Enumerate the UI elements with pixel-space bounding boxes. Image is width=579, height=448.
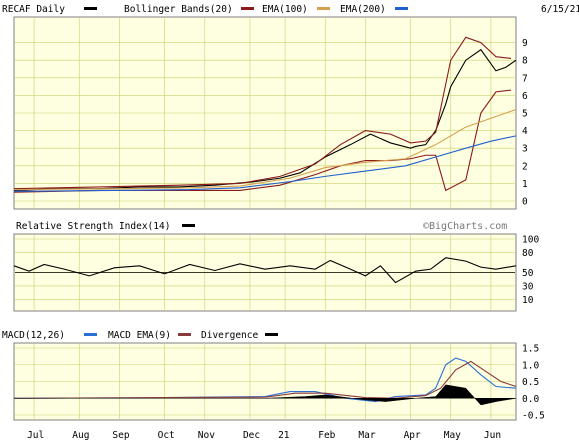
divergence-area <box>14 384 517 406</box>
chart-date: 6/15/21 <box>541 4 579 15</box>
y-tick-label: 1.5 <box>522 344 539 355</box>
x-tick-label: Feb <box>318 430 335 441</box>
x-tick-label: Sep <box>112 430 129 441</box>
x-tick-label: Jun <box>484 430 501 441</box>
macd-y-ticks: 1.5 1.0 0.5 0.0 -0.5 <box>522 344 545 422</box>
recaf-daily-line <box>13 48 517 191</box>
ema200-label: EMA(200) <box>340 4 386 15</box>
price-legend-swatch <box>84 7 97 10</box>
y-tick-label: 50 <box>522 268 534 279</box>
macd-ema-title: MACD EMA(9) <box>108 330 171 341</box>
y-tick-label: 5 <box>522 109 528 120</box>
macd-ema-9-line <box>13 360 517 399</box>
x-tick-label: Dec <box>243 430 260 441</box>
macd-series-group <box>13 357 517 406</box>
macd-12-26-line <box>13 357 517 403</box>
y-tick-label: 80 <box>522 248 534 259</box>
ema200-legend-swatch <box>395 7 408 10</box>
y-tick-label: 0 <box>522 197 528 208</box>
ema-100-line <box>13 108 517 191</box>
y-tick-label: 4 <box>522 126 528 137</box>
price-y-ticks: 0 1 2 3 4 5 6 7 8 9 <box>522 38 528 207</box>
y-tick-label: 8 <box>522 56 528 67</box>
rsi-y-ticks: 100 80 50 30 10 <box>522 235 539 306</box>
x-tick-label: Mar <box>358 430 375 441</box>
y-tick-label: 3 <box>522 144 528 155</box>
macd-legend-swatch <box>84 333 97 336</box>
y-tick-label: 2 <box>522 161 528 172</box>
rsi-title: Relative Strength Index(14) <box>16 221 170 232</box>
ema100-legend-swatch <box>317 7 330 10</box>
y-tick-label: 1.0 <box>522 360 539 371</box>
x-tick-label: Aug <box>72 430 89 441</box>
bollinger-legend-swatch <box>241 7 254 10</box>
rsi-legend-swatch <box>182 224 195 227</box>
y-tick-label: 100 <box>522 235 539 246</box>
x-tick-label: Nov <box>198 430 215 441</box>
y-tick-label: 30 <box>522 281 534 292</box>
y-tick-label: -0.5 <box>522 411 545 422</box>
price-grid <box>15 18 515 208</box>
price-header: RECAF Daily Bollinger Bands(20) EMA(100)… <box>2 4 579 15</box>
y-tick-label: 10 <box>522 295 534 306</box>
x-axis-labels: Jul Aug Sep Oct Nov Dec 21 Feb Mar Apr May Jun <box>27 430 501 441</box>
y-tick-label: 6 <box>522 91 528 102</box>
ema100-label: EMA(100) <box>262 4 308 15</box>
bollinger-upper-line <box>13 36 512 190</box>
y-tick-label: 7 <box>522 73 528 84</box>
bollinger-label: Bollinger Bands(20) <box>124 4 233 15</box>
x-tick-label: Jul <box>27 430 44 441</box>
watermark: ©BigCharts.com <box>423 221 507 232</box>
y-tick-label: 0.5 <box>522 377 539 388</box>
rsi-series-group <box>13 257 517 284</box>
y-tick-label: 9 <box>522 38 528 49</box>
x-tick-label: 21 <box>278 430 290 441</box>
macd-ema-legend-swatch <box>178 333 191 336</box>
x-tick-label: Oct <box>158 430 175 441</box>
divergence-title: Divergence <box>201 330 258 341</box>
ticker-label: RECAF Daily <box>2 4 65 15</box>
rsi-14-line <box>13 257 517 284</box>
y-tick-label: 1 <box>522 179 528 190</box>
ema-200-line <box>13 135 517 192</box>
x-tick-label: May <box>444 430 461 441</box>
macd-title: MACD(12,26) <box>2 330 65 341</box>
divergence-legend-swatch <box>265 333 278 336</box>
price-series-group <box>13 36 517 193</box>
x-tick-label: Apr <box>404 430 421 441</box>
y-tick-label: 0.0 <box>522 394 539 405</box>
